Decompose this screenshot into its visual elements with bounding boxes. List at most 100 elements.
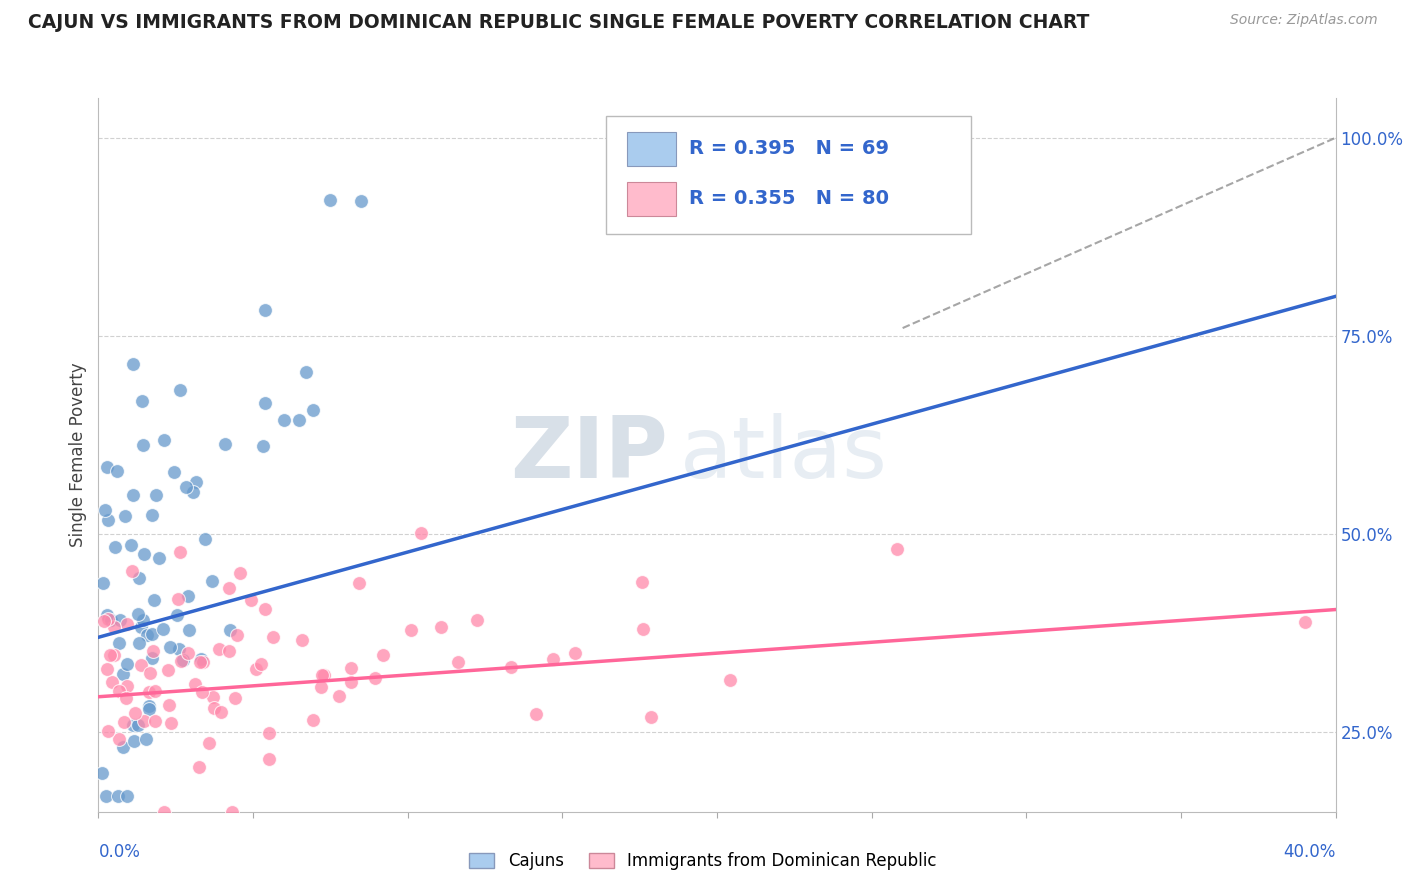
Point: [142, 644, 165, 658]
Point: [184, 677, 207, 691]
Point: [190, 652, 212, 666]
Point: [96, 459, 118, 474]
Point: [197, 736, 219, 750]
Point: [96, 662, 118, 676]
Legend: Cajuns, Immigrants from Dominican Republic: Cajuns, Immigrants from Dominican Republ…: [463, 845, 943, 877]
Point: [291, 633, 314, 648]
Point: [262, 630, 284, 644]
Point: [145, 488, 167, 502]
Point: [157, 698, 180, 712]
Point: [218, 644, 240, 658]
FancyBboxPatch shape: [627, 182, 676, 216]
Point: [131, 394, 153, 409]
Point: [156, 664, 179, 678]
Point: [138, 698, 160, 713]
Point: [209, 705, 232, 719]
Point: [108, 636, 131, 650]
Point: [169, 654, 191, 668]
Point: [127, 607, 149, 622]
Point: [257, 726, 280, 740]
Point: [273, 412, 295, 426]
Text: atlas: atlas: [681, 413, 889, 497]
Point: [128, 572, 150, 586]
Point: [314, 667, 336, 681]
Point: [129, 658, 152, 673]
Point: [229, 566, 252, 580]
Point: [252, 439, 274, 453]
Point: [631, 622, 654, 636]
Point: [640, 710, 662, 724]
Point: [184, 475, 207, 489]
Point: [122, 718, 145, 732]
Point: [128, 635, 150, 649]
Text: 40.0%: 40.0%: [1284, 843, 1336, 861]
Point: [112, 666, 135, 681]
Point: [309, 680, 332, 694]
Point: [98, 648, 121, 662]
Point: [172, 653, 194, 667]
Point: [93, 614, 115, 628]
Text: R = 0.355   N = 80: R = 0.355 N = 80: [689, 188, 889, 208]
Point: [564, 646, 586, 660]
FancyBboxPatch shape: [606, 116, 970, 234]
Point: [112, 715, 135, 730]
Y-axis label: Single Female Poverty: Single Female Poverty: [69, 363, 87, 547]
Point: [145, 683, 167, 698]
Point: [108, 683, 131, 698]
Text: Source: ZipAtlas.com: Source: ZipAtlas.com: [1230, 13, 1378, 28]
Point: [148, 551, 170, 566]
Text: R = 0.395   N = 69: R = 0.395 N = 69: [689, 138, 889, 158]
Point: [141, 626, 163, 640]
Point: [399, 624, 422, 638]
Point: [328, 690, 350, 704]
Point: [97, 724, 120, 739]
Point: [141, 508, 163, 522]
Point: [177, 589, 200, 603]
Point: [134, 714, 156, 728]
Point: [499, 659, 522, 673]
Point: [350, 194, 373, 208]
Point: [221, 805, 243, 819]
Point: [115, 690, 138, 705]
Point: [124, 706, 146, 720]
Point: [257, 751, 280, 765]
Point: [347, 576, 370, 591]
Point: [301, 714, 323, 728]
Point: [340, 661, 363, 675]
Point: [249, 657, 271, 672]
Point: [202, 690, 225, 704]
Point: [94, 503, 117, 517]
Point: [191, 684, 214, 698]
Point: [631, 575, 654, 590]
Point: [115, 657, 138, 672]
Point: [174, 480, 197, 494]
Point: [159, 640, 181, 655]
Point: [115, 616, 138, 631]
Point: [340, 675, 363, 690]
Point: [169, 384, 191, 398]
Point: [111, 740, 134, 755]
Point: [318, 193, 340, 207]
Point: [187, 760, 209, 774]
Point: [191, 655, 214, 669]
Point: [138, 684, 160, 698]
Text: ZIP: ZIP: [510, 413, 668, 497]
Point: [245, 662, 267, 676]
Point: [214, 437, 236, 451]
Text: 0.0%: 0.0%: [98, 843, 141, 861]
Point: [108, 731, 131, 746]
Point: [177, 623, 200, 637]
Point: [97, 612, 120, 626]
FancyBboxPatch shape: [627, 132, 676, 166]
Point: [166, 607, 188, 622]
Point: [467, 613, 489, 627]
Point: [96, 789, 118, 803]
Text: CAJUN VS IMMIGRANTS FROM DOMINICAN REPUBLIC SINGLE FEMALE POVERTY CORRELATION CH: CAJUN VS IMMIGRANTS FROM DOMINICAN REPUB…: [28, 13, 1090, 32]
Point: [718, 673, 741, 687]
Point: [131, 438, 153, 452]
Point: [153, 433, 176, 447]
Point: [226, 628, 249, 642]
Point: [96, 607, 118, 622]
Point: [311, 668, 333, 682]
Point: [143, 592, 166, 607]
